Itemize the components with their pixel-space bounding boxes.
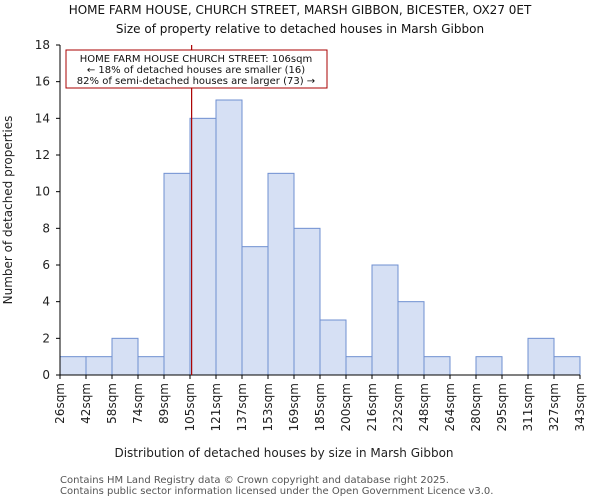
x-tick-label: 169sqm	[287, 383, 301, 431]
bar	[85, 356, 113, 376]
x-tick-label: 26sqm	[53, 383, 67, 424]
y-tick-label: 0	[42, 368, 50, 382]
bar	[397, 301, 425, 376]
bar	[527, 337, 555, 376]
annotation-line-3: 82% of semi-detached houses are larger (…	[77, 76, 315, 87]
y-tick-label: 2	[42, 331, 50, 345]
bar	[293, 227, 321, 376]
x-tick-label: 343sqm	[573, 383, 587, 431]
y-tick-label: 12	[35, 148, 50, 162]
x-tick-label: 311sqm	[521, 383, 535, 431]
bar	[345, 356, 373, 376]
x-tick-label: 89sqm	[157, 383, 171, 424]
y-tick-label: 6	[42, 258, 50, 272]
x-tick-label: 74sqm	[131, 383, 145, 424]
x-tick-label: 105sqm	[183, 383, 197, 431]
x-tick-label: 58sqm	[105, 383, 119, 424]
annotation-line-2: ← 18% of detached houses are smaller (16…	[87, 65, 305, 76]
x-tick-label: 295sqm	[495, 383, 509, 431]
x-tick-label: 280sqm	[469, 383, 483, 431]
bar	[137, 356, 165, 376]
y-tick-label: 14	[35, 111, 50, 125]
footer-line-2: Contains public sector information licen…	[60, 486, 493, 497]
plot-area: 0 2 4 6 8 10 12 14 16 18 26sqm 42sqm 58sqm 74sqm 89sqm…	[35, 38, 587, 431]
bar	[241, 246, 269, 376]
x-tick-label: 327sqm	[547, 383, 561, 431]
bar	[475, 356, 503, 376]
annotation-box: HOME FARM HOUSE CHURCH STREET: 106sqm ← …	[65, 49, 328, 89]
y-tick-label: 18	[35, 38, 50, 52]
bar	[423, 356, 451, 376]
footer-line-1: Contains HM Land Registry data © Crown c…	[60, 475, 449, 486]
bar	[163, 172, 191, 376]
x-tick-label: 137sqm	[235, 383, 249, 431]
bar	[371, 264, 399, 376]
y-tick-label: 4	[42, 295, 50, 309]
annotation-line-1: HOME FARM HOUSE CHURCH STREET: 106sqm	[80, 54, 312, 65]
y-tick-label: 8	[42, 221, 50, 235]
x-axis-label: Distribution of detached houses by size …	[114, 446, 453, 460]
bar	[59, 356, 87, 376]
y-axis-label: Number of detached properties	[1, 116, 15, 305]
y-tick-label: 10	[35, 185, 50, 199]
bar	[319, 319, 347, 376]
x-tick-label: 248sqm	[417, 383, 431, 431]
x-tick-label: 232sqm	[391, 383, 405, 431]
chart-subtitle: Size of property relative to detached ho…	[116, 22, 484, 36]
x-tick-label: 153sqm	[261, 383, 275, 431]
annotation-frame	[65, 49, 328, 89]
x-tick-label: 185sqm	[313, 383, 327, 431]
bar	[267, 172, 295, 376]
bar	[215, 99, 243, 376]
x-tick-label: 121sqm	[209, 383, 223, 431]
x-tick-label: 200sqm	[339, 383, 353, 431]
y-tick-label: 16	[35, 75, 50, 89]
chart-title: HOME FARM HOUSE, CHURCH STREET, MARSH GI…	[69, 3, 532, 17]
bar	[111, 337, 139, 376]
bar	[189, 117, 217, 376]
x-tick-label: 264sqm	[443, 383, 457, 431]
x-tick-label: 216sqm	[365, 383, 379, 431]
x-tick-label: 42sqm	[79, 383, 93, 424]
bar	[553, 356, 581, 376]
